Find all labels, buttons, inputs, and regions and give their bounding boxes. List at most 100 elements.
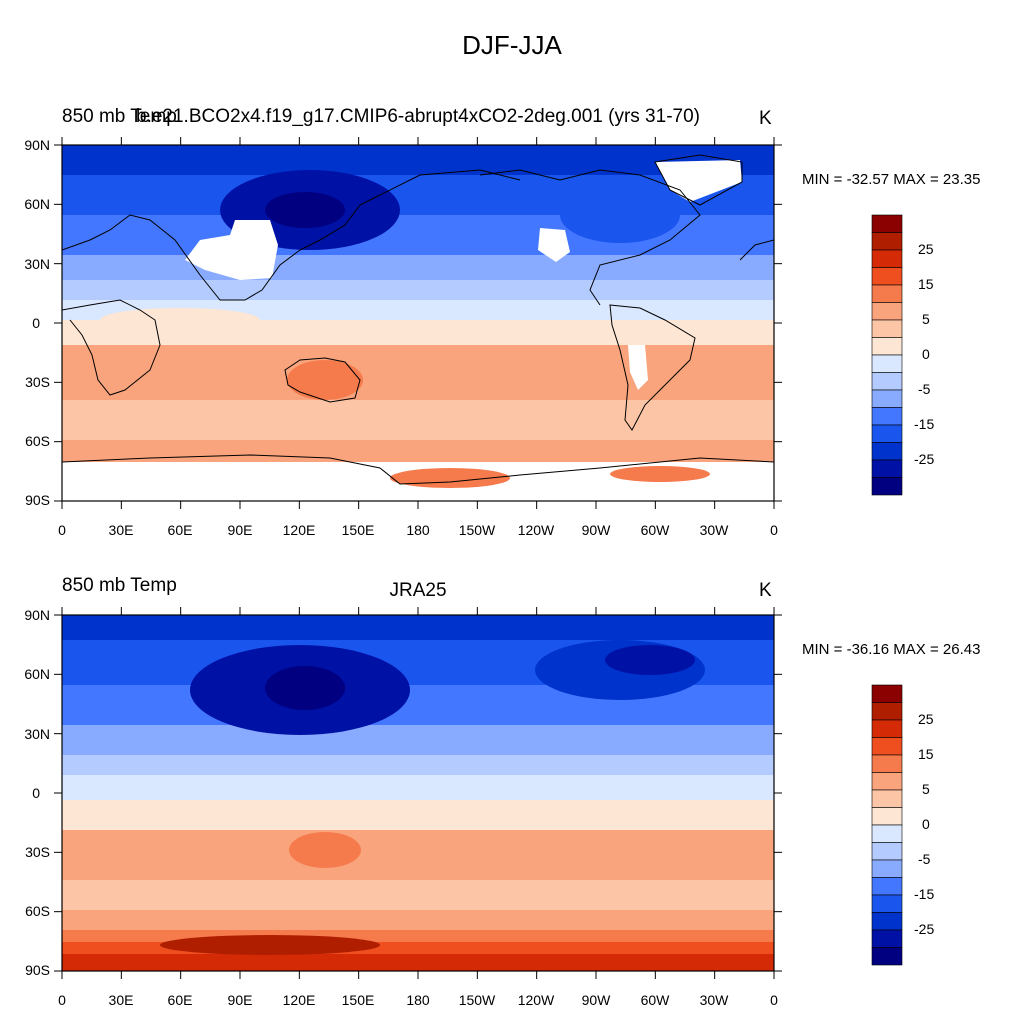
colorbar-swatch bbox=[871, 267, 903, 286]
coast-south-america bbox=[609, 304, 696, 431]
warm-weddell bbox=[610, 466, 710, 482]
lon-label: 60E bbox=[167, 522, 193, 538]
lat-label: 90S bbox=[25, 492, 50, 508]
coast-eurasia bbox=[62, 169, 521, 301]
coast-greenland bbox=[654, 154, 743, 206]
colorbar-swatch bbox=[871, 424, 903, 443]
cold-core bbox=[265, 192, 345, 228]
axis-ticks bbox=[54, 137, 782, 979]
colorbar-swatch bbox=[871, 894, 903, 913]
lon-label: 30W bbox=[699, 522, 729, 538]
lat-label: 0 bbox=[32, 785, 40, 801]
lat-band bbox=[62, 800, 774, 830]
colorbar-label: 25 bbox=[918, 711, 934, 727]
missing-data-andes bbox=[628, 345, 648, 390]
lat-label: 60S bbox=[25, 903, 50, 919]
lon-label: 90E bbox=[227, 522, 253, 538]
colorbar-label: 15 bbox=[918, 746, 934, 762]
colorbar-swatch bbox=[871, 684, 903, 703]
colorbar-swatch bbox=[871, 319, 903, 338]
lon-label: 0 bbox=[770, 522, 778, 538]
panel-2-minmax: MIN = -36.16 MAX = 26.43 bbox=[802, 641, 981, 658]
colorbar-swatch bbox=[871, 929, 903, 948]
colorbar-swatch bbox=[871, 702, 903, 721]
lat-label: 90S bbox=[25, 962, 50, 978]
lat-label: 60S bbox=[25, 433, 50, 449]
lon-label: 0 bbox=[58, 992, 66, 1008]
colorbar-swatch bbox=[871, 302, 903, 321]
colorbar-swatch bbox=[871, 737, 903, 756]
lat-band bbox=[62, 145, 774, 175]
lon-label: 120E bbox=[282, 522, 316, 538]
lon-label: 0 bbox=[770, 992, 778, 1008]
colorbar-swatch bbox=[871, 214, 903, 233]
lon-label: 90W bbox=[581, 992, 611, 1008]
lon-label: 30E bbox=[108, 992, 134, 1008]
colorbar-label: 25 bbox=[918, 241, 934, 257]
lat-band bbox=[62, 725, 774, 755]
lat-label: 90N bbox=[24, 137, 50, 153]
lat-band bbox=[62, 880, 774, 910]
colorbar-swatch bbox=[871, 459, 903, 478]
lat-band bbox=[62, 930, 774, 942]
panel-1-minmax: MIN = -32.57 MAX = 23.35 bbox=[802, 171, 981, 188]
panel-1-coastlines bbox=[62, 154, 774, 485]
lon-label: 150E bbox=[341, 522, 375, 538]
lat-label: 90N bbox=[24, 607, 50, 623]
lon-label: 0 bbox=[58, 522, 66, 538]
lat-band bbox=[62, 830, 774, 880]
colorbars bbox=[871, 214, 903, 966]
colorbar-swatch bbox=[871, 407, 903, 426]
colorbar-label: 0 bbox=[922, 346, 930, 362]
lat-label: 30S bbox=[25, 844, 50, 860]
coast-north-america bbox=[479, 169, 701, 306]
panel-1-units: K bbox=[759, 108, 772, 129]
lon-label: 150W bbox=[458, 522, 496, 538]
lat-label: 30N bbox=[24, 256, 50, 272]
warm-antarctica-core bbox=[160, 935, 380, 955]
panel-1-case-label: b.e21.BCO2x4.f19_g17.CMIP6-abrupt4xCO2-2… bbox=[136, 106, 700, 127]
lat-band bbox=[62, 255, 774, 280]
lat-band bbox=[62, 280, 774, 300]
colorbar-swatch bbox=[871, 477, 903, 496]
colorbar-swatch bbox=[871, 789, 903, 808]
colorbar-swatch bbox=[871, 754, 903, 773]
panel-2-units: K bbox=[759, 580, 772, 601]
lat-band bbox=[62, 775, 774, 800]
lat-band bbox=[62, 755, 774, 775]
lon-label: 90E bbox=[227, 992, 253, 1008]
colorbar-swatch bbox=[871, 947, 903, 966]
colorbar-label: -5 bbox=[918, 381, 931, 397]
warm-australia bbox=[287, 360, 363, 400]
missing-data-tibet bbox=[185, 220, 278, 280]
lon-label: 150W bbox=[458, 992, 496, 1008]
lat-band bbox=[62, 440, 774, 465]
lon-label: 90W bbox=[581, 522, 611, 538]
colorbar-swatch bbox=[871, 337, 903, 356]
panel-2-case-label: JRA25 bbox=[389, 580, 447, 601]
colorbar-swatch bbox=[871, 824, 903, 843]
colorbar-swatch bbox=[871, 284, 903, 303]
panel-2-map bbox=[62, 615, 774, 971]
lat-band bbox=[62, 615, 774, 640]
lon-label: 30E bbox=[108, 522, 134, 538]
lon-label: 60E bbox=[167, 992, 193, 1008]
lat-band bbox=[62, 400, 774, 440]
lat-band bbox=[62, 954, 774, 971]
colorbar-swatch bbox=[871, 859, 903, 878]
missing-data-rockies bbox=[538, 228, 570, 262]
colorbar-label: 0 bbox=[922, 816, 930, 832]
coast-europe-right bbox=[739, 239, 774, 261]
colorbar-label: 5 bbox=[922, 781, 930, 797]
colorbar-label: -25 bbox=[914, 921, 935, 937]
lon-label: 180 bbox=[406, 992, 430, 1008]
lat-band bbox=[62, 910, 774, 930]
lon-label: 120W bbox=[517, 522, 555, 538]
colorbar-label: -5 bbox=[918, 851, 931, 867]
colorbar-label: 5 bbox=[922, 311, 930, 327]
panel-2-variable-label: 850 mb Temp bbox=[62, 575, 177, 596]
colorbar-swatch bbox=[871, 389, 903, 408]
cold-region bbox=[605, 645, 695, 675]
colorbar-swatch bbox=[871, 912, 903, 931]
